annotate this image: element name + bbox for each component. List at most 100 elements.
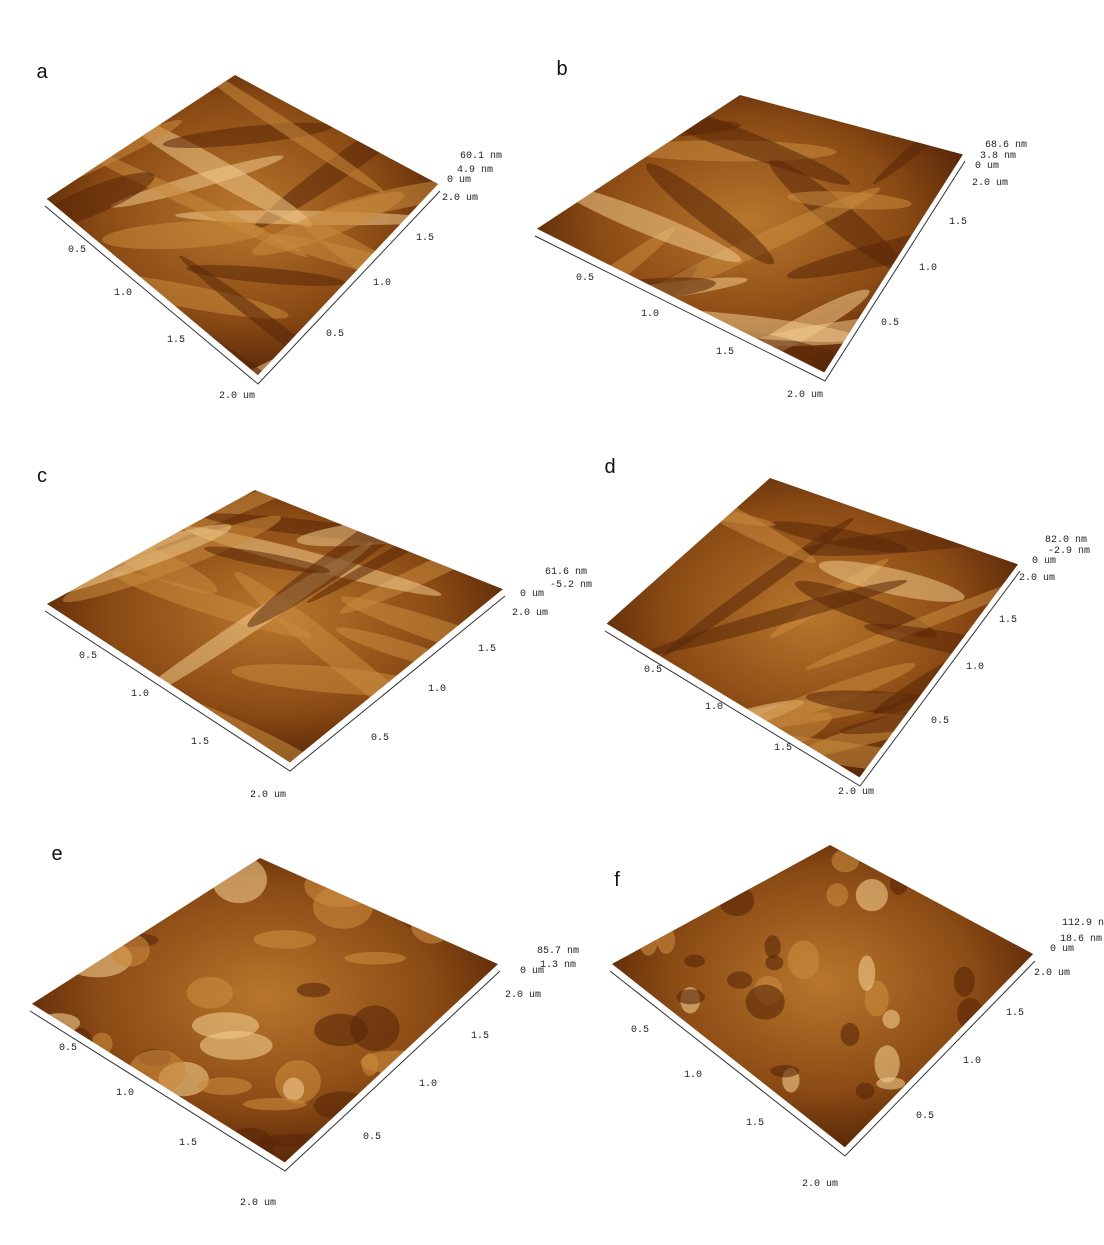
afm-panel: c 0.5 1.0 1.5 2.0 um 0.5 1.0 1.5 2.0 um 61.6 nm -5… [37,465,592,801]
z-scale-label: 0 um [520,589,544,600]
axis-tick-label: 0.5 [59,1043,77,1054]
axis-tick-label: 0.5 [371,733,389,744]
grain [977,1055,1009,1070]
grain [44,891,64,923]
grain [719,886,755,917]
grain [365,1117,440,1133]
axis-tick-label: 1.0 [684,1070,702,1081]
grain [889,874,908,895]
z-scale-label: 60.1 nm [460,151,502,162]
z-scale-label: 0 um [1032,556,1056,567]
grain [745,984,785,1020]
axis-tick-label: 0.5 [79,651,97,662]
grain [953,966,975,997]
grain [434,1110,485,1147]
axis-tick-label: 0.5 [881,318,899,329]
axis-tick-label: 1.5 [716,347,734,358]
surface-edge [43,183,442,381]
z-scale-label: 0 um [1050,944,1074,955]
fiber [787,191,912,210]
fiber [195,75,384,193]
afm-panel: b 0.5 1.0 1.5 2.0 um 0.5 1.0 1.5 2.0 um 68.6 nm3.… [534,58,1027,401]
axis-tick-label: 1.5 [179,1138,197,1149]
grain [616,862,657,881]
fiber [182,526,442,596]
axis-tick-label: 2.0 um [442,193,478,204]
grain [361,1053,379,1076]
z-scale-label: 0 um [520,966,544,977]
axis-tick-label: 1.5 [774,743,792,754]
afm-panel: a 0.5 1.0 1.5 2.0 um 0.5 1.0 1.5 2.0 um 60.1 nm 4.… [36,61,502,402]
grain [385,1127,426,1162]
z-scale-label: 0 um [447,175,471,186]
axis-tick-label: 1.0 [373,278,391,289]
fiber [769,521,909,553]
afm-panel: f 0.5 1.0 1.5 2.0 um 0.5 1.0 1.5 2.0 um 112.9 nm 1… [608,845,1104,1190]
grain [296,982,331,998]
axis-tick-label: 1.0 [428,684,446,695]
fiber [45,328,144,354]
grain [417,1140,477,1159]
grain [974,851,997,881]
grain [90,912,119,947]
z-scale-label: 85.7 nm [537,946,579,957]
grain [344,951,406,965]
axis [604,570,1021,787]
fiber [296,512,505,547]
axis-tick-label: 0.5 [576,273,594,284]
axis-tick-label: 2.0 um [240,1198,276,1209]
z-scale-label: -5.2 nm [550,580,592,591]
grain [831,849,860,873]
z-scale-label: 82.0 nm [1045,535,1087,546]
surface [610,845,1035,1150]
grain [977,1037,1003,1063]
grain [197,1077,252,1095]
fiber [559,185,742,263]
z-scale-label: 112.9 nm [1062,918,1104,929]
axis-tick-label: 1.0 [114,288,132,299]
grain [765,955,784,971]
axis-tick-label: 2.0 um [838,787,874,798]
grain [684,954,705,968]
panel-label: e [51,843,62,865]
axis-tick-label: 1.5 [1006,1008,1024,1019]
grain [621,904,649,935]
z-scale-label: -2.9 nm [1048,546,1090,557]
axis-tick-label: 1.5 [999,615,1017,626]
axis-tick-label: 0.5 [931,716,949,727]
fiber [645,579,908,656]
axis-tick-label: 1.0 [131,689,149,700]
axis-tick-label: 0.5 [644,665,662,676]
z-scale-label: 68.6 nm [985,140,1027,151]
fiber [535,98,626,188]
surface-edge [28,963,502,1168]
surface-edge [603,563,1022,783]
fiber [545,329,686,355]
axis [29,970,501,1172]
axis-tick-label: 1.5 [949,217,967,228]
axis-tick-label: 1.0 [705,702,723,713]
afm-panel: e 0.5 1.0 1.5 2.0 um 0.5 1.0 1.5 2.0 um 85.7 nm 1.… [28,843,579,1209]
z-scale-label: 1.3 nm [540,960,576,971]
grain [632,1012,654,1025]
grain [864,980,889,1017]
z-scale-label: 61.6 nm [545,567,587,578]
grain [787,940,820,980]
grain [243,1097,307,1111]
axis-tick-label: 2.0 um [219,391,255,402]
axis-tick-label: 2.0 um [787,390,823,401]
surface-edge [608,953,1037,1153]
grain [986,1087,1009,1114]
grain [964,1100,999,1124]
fiber [645,163,775,265]
grain [657,926,676,955]
grain [109,933,150,967]
axis-tick-label: 1.0 [116,1088,134,1099]
grain [874,1045,900,1083]
axis-tick-label: 2.0 um [512,608,548,619]
axis-tick-label: 0.5 [68,245,86,256]
axis-tick-label: 2.0 um [972,178,1008,189]
grain [410,903,454,944]
surface [605,478,1020,780]
